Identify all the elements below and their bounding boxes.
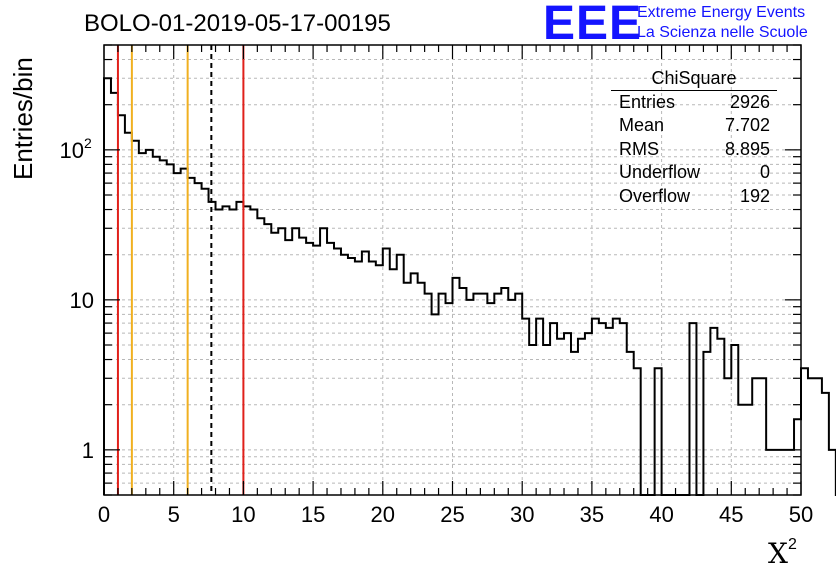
logo-line-2: La Scienza nelle Scuole [637, 24, 808, 41]
x-tick-label: 20 [371, 502, 395, 527]
logo-line-1: Extreme Energy Events [637, 4, 806, 21]
stats-label: Entries [619, 92, 676, 112]
x-axis-label: X2 [768, 536, 797, 570]
stats-label: Underflow [619, 162, 701, 183]
stats-row: RMS 8.895 [611, 138, 777, 161]
reference-lines [116, 45, 245, 495]
stats-value: 8.895 [724, 138, 770, 159]
x-tick-label: 45 [719, 502, 743, 527]
stats-box: ChiSquare Entries 2926 Mean 7.702 RMS 8.895… [611, 66, 777, 208]
chart-title: BOLO-01-2019-05-17-00195 [84, 10, 391, 37]
histogram-outline [103, 77, 836, 496]
x-tick-label: 50 [789, 502, 813, 527]
stats-row: Underflow 0 [611, 161, 777, 184]
y-tick-label: 1 [82, 438, 94, 463]
histogram-bars [103, 77, 836, 496]
x-tick-label: 40 [649, 502, 673, 527]
eee-logo-mark: EEE [543, 0, 643, 50]
y-axis-label: Entries/bin [8, 57, 38, 180]
x-tick-label: 10 [231, 502, 255, 527]
stats-row: Mean 7.702 [611, 114, 777, 137]
x-tick-label: 25 [440, 502, 464, 527]
stats-label: Mean [619, 115, 665, 136]
y-tick-label: 10 [60, 138, 84, 163]
x-tick-label: 5 [168, 502, 180, 527]
stats-value: 192 [739, 185, 770, 206]
stats-label: RMS [619, 138, 659, 159]
stats-value: 7.702 [724, 115, 770, 136]
y-tick-label: 10 [70, 288, 94, 313]
stats-row: Overflow 192 [611, 185, 777, 208]
x-axis-label-superscript: 2 [787, 536, 797, 553]
stats-value: 0 [759, 162, 770, 183]
stats-row: Entries 2926 [611, 91, 777, 114]
x-tick-label: 0 [98, 502, 110, 527]
grid-lines [104, 45, 801, 495]
stats-title: ChiSquare [611, 66, 777, 91]
stats-value: 2926 [729, 92, 770, 112]
x-tick-label: 35 [580, 502, 604, 527]
x-tick-label: 15 [301, 502, 325, 527]
stats-label: Overflow [619, 185, 691, 206]
x-tick-label: 30 [510, 502, 534, 527]
y-tick-label-exponent: 2 [84, 135, 92, 151]
x-axis-label-base: X [768, 537, 788, 570]
